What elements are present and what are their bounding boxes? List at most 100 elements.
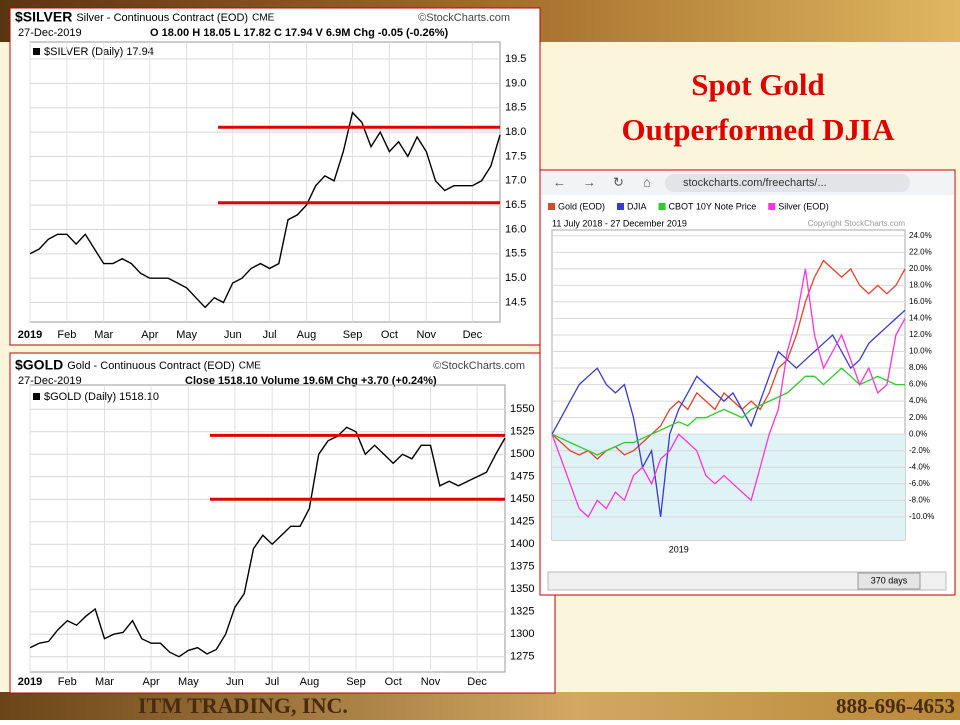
y-tick-label: 1450 xyxy=(510,493,534,505)
chart-subtitle: Silver - Continuous Contract (EOD) xyxy=(76,12,248,24)
x-tick-label: 2019 xyxy=(669,544,689,554)
exchange: CME xyxy=(239,361,262,372)
x-tick-label: Mar xyxy=(94,329,113,341)
y-tick-label: 1325 xyxy=(510,606,534,618)
legend-label: CBOT 10Y Note Price xyxy=(669,201,757,211)
browser-button[interactable]: ← xyxy=(553,174,566,189)
y-tick-label: 24.0% xyxy=(909,231,932,240)
y-tick-label: 1300 xyxy=(510,628,534,640)
browser-button[interactable]: ⌂ xyxy=(643,174,651,189)
y-tick-label: 16.5 xyxy=(505,199,526,211)
x-tick-label: Jul xyxy=(263,329,277,341)
x-tick-label: Jul xyxy=(265,676,279,688)
legend-swatch xyxy=(548,203,555,210)
x-tick-label: Nov xyxy=(421,676,441,688)
legend-label: $GOLD (Daily) 1518.10 xyxy=(44,391,159,403)
browser-button[interactable]: → xyxy=(583,174,596,189)
x-tick-label: 2019 xyxy=(18,329,42,341)
x-tick-label: Jun xyxy=(226,676,244,688)
y-tick-label: 1500 xyxy=(510,448,534,460)
legend-label: Silver (EOD) xyxy=(778,201,829,211)
series-line xyxy=(551,367,905,456)
x-tick-label: Apr xyxy=(141,329,158,341)
legend-swatch xyxy=(33,393,40,400)
y-tick-label: 14.5 xyxy=(505,296,526,308)
x-tick-label: Dec xyxy=(463,329,483,341)
x-tick-label: Feb xyxy=(57,329,76,341)
y-tick-label: 17.5 xyxy=(505,150,526,162)
legend-swatch xyxy=(617,203,625,210)
phone-number: 888-696-4653 xyxy=(836,694,955,718)
copyright: Copyright StockCharts.com xyxy=(808,219,906,228)
series-line xyxy=(551,309,906,517)
source: ©StockCharts.com xyxy=(433,360,525,372)
y-tick-label: 8.0% xyxy=(909,363,927,372)
source: ©StockCharts.com xyxy=(418,12,510,24)
y-tick-label: -4.0% xyxy=(909,462,930,471)
x-tick-label: Nov xyxy=(416,329,436,341)
scroll-bar xyxy=(547,571,947,591)
exchange: CME xyxy=(252,13,275,24)
legend-label: $SILVER (Daily) 17.94 xyxy=(44,46,154,58)
series-line xyxy=(29,111,501,309)
x-tick-label: Sep xyxy=(346,676,366,688)
y-tick-label: 22.0% xyxy=(909,247,932,256)
y-tick-label: 1275 xyxy=(510,651,534,663)
y-tick-label: 16.0% xyxy=(909,297,932,306)
address-box xyxy=(665,174,910,192)
x-tick-label: May xyxy=(178,676,199,688)
y-tick-label: 18.5 xyxy=(505,102,526,114)
date: 27-Dec-2019 xyxy=(18,375,82,387)
x-tick-label: Apr xyxy=(143,676,160,688)
url: stockcharts.com/freecharts/... xyxy=(683,177,827,189)
y-tick-label: 19.0 xyxy=(505,77,526,89)
y-tick-label: 16.0 xyxy=(505,223,526,235)
x-tick-label: Dec xyxy=(467,676,487,688)
y-tick-label: 4.0% xyxy=(909,396,927,405)
x-tick-label: Feb xyxy=(58,676,77,688)
y-tick-label: 0.0% xyxy=(909,429,927,438)
y-tick-label: 19.5 xyxy=(505,53,526,65)
x-tick-label: Sep xyxy=(343,329,363,341)
y-tick-label: 1550 xyxy=(510,403,534,415)
legend-swatch xyxy=(658,203,666,210)
quote: O 18.00 H 18.05 L 17.82 C 17.94 V 6.9M C… xyxy=(150,27,449,39)
quote: Close 1518.10 Volume 19.6M Chg +3.70 (+0… xyxy=(185,375,437,387)
y-tick-label: -10.0% xyxy=(909,512,934,521)
chart-title: $GOLD xyxy=(15,357,63,373)
bottom-band xyxy=(0,692,960,720)
chart-title: $SILVER xyxy=(15,9,72,25)
x-tick-label: Oct xyxy=(381,329,398,341)
chart-panel xyxy=(9,352,556,694)
y-tick-label: 1400 xyxy=(510,538,534,550)
slide-title: Outperformed DJIA xyxy=(622,112,896,147)
legend-label: DJIA xyxy=(627,201,647,211)
legend-swatch xyxy=(33,48,40,55)
browser-button[interactable]: ↻ xyxy=(613,174,624,189)
chart-subtitle: Gold - Continuous Contract (EOD) xyxy=(67,360,235,372)
x-tick-label: 2019 xyxy=(18,676,42,688)
company-name: ITM TRADING, INC. xyxy=(138,693,348,718)
y-tick-label: 1525 xyxy=(510,426,534,438)
y-tick-label: 17.0 xyxy=(505,175,526,187)
y-tick-label: -2.0% xyxy=(909,446,930,455)
x-tick-label: May xyxy=(176,329,197,341)
range-button-box[interactable] xyxy=(857,572,921,590)
y-tick-label: -8.0% xyxy=(909,495,930,504)
y-tick-label: 15.0 xyxy=(505,272,526,284)
y-tick-label: 1475 xyxy=(510,471,534,483)
y-tick-label: 20.0% xyxy=(909,264,932,273)
y-tick-label: 18.0 xyxy=(505,126,526,138)
slide-title: Spot Gold xyxy=(691,67,825,102)
y-tick-label: 10.0% xyxy=(909,347,932,356)
series-line xyxy=(29,426,506,658)
series-line xyxy=(551,268,906,518)
x-tick-label: Oct xyxy=(385,676,402,688)
legend-label: Gold (EOD) xyxy=(558,201,605,211)
range-button[interactable]: 370 days xyxy=(871,575,908,585)
y-tick-label: 14.0% xyxy=(909,314,932,323)
x-tick-label: Aug xyxy=(300,676,320,688)
y-tick-label: 2.0% xyxy=(909,413,927,422)
legend-swatch xyxy=(768,203,776,210)
